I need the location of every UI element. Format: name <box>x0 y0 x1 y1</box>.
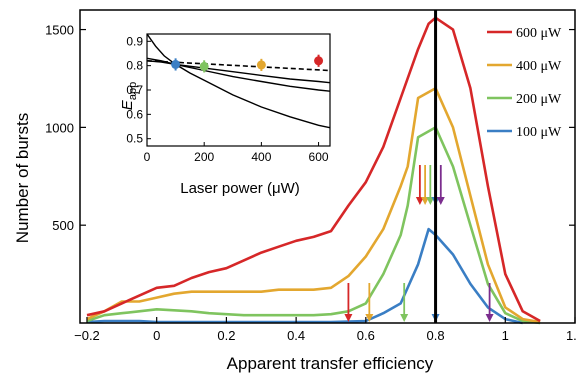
arrow-top-4-head <box>436 197 445 205</box>
arrow-bottom-0-head <box>344 314 353 322</box>
arrow-bottom-0 <box>344 283 353 322</box>
inset-chart: 0 200 400 600 0.5 0.6 0.7 0.8 0.9 Laser power (… <box>100 22 340 197</box>
arrow-bottom-1 <box>365 283 374 322</box>
inset-x-tick-label: 400 <box>251 150 271 164</box>
inset-y-ticks: 0.5 0.6 0.7 0.8 0.9 <box>126 34 151 146</box>
arrow-bottom-4-head <box>485 314 494 322</box>
inset-series-group <box>147 34 330 129</box>
arrow-markers-group <box>344 165 494 322</box>
series-line-200-uW <box>86 126 541 325</box>
main-x-ticks: −0.2 0 0.2 0.4 0.6 0.8 1 1.2 <box>74 317 577 343</box>
main-x-tick-label: 0.6 <box>357 328 375 343</box>
arrow-top-1-head <box>421 197 430 205</box>
arrow-bottom-4 <box>485 283 494 322</box>
legend: 600 μW 400 μW 200 μW 100 μW <box>487 26 562 140</box>
main-x-axis-label: Apparent transfer efficiency <box>227 354 434 373</box>
arrow-top-0 <box>415 165 424 205</box>
main-x-tick-label: 1.2 <box>566 328 577 343</box>
legend-label: 100 μW <box>516 125 562 140</box>
main-x-tick-label: 1 <box>502 328 509 343</box>
inset-y-tick-label: 0.7 <box>126 83 143 97</box>
legend-label: 600 μW <box>516 26 562 41</box>
inset-y-tick-label: 0.6 <box>126 107 143 121</box>
inset-x-tick-label: 200 <box>194 150 214 164</box>
series-line-600-uW <box>86 16 541 323</box>
inset-x-tick-label: 0 <box>144 150 151 164</box>
main-y-tick-label: 1500 <box>45 23 74 38</box>
main-chart: −0.2 0 0.2 0.4 0.6 0.8 1 1.2 500 1000 1500 Appare… <box>13 9 577 373</box>
inset-y-label-main: E <box>119 99 136 110</box>
main-x-tick-label: 0.8 <box>427 328 445 343</box>
arrow-bottom-1-head <box>365 314 374 322</box>
arrow-bottom-2-head <box>400 314 409 322</box>
arrow-top-1 <box>421 165 430 205</box>
main-x-tick-label: 0.2 <box>217 328 235 343</box>
legend-label: 200 μW <box>516 92 562 107</box>
inset-background <box>100 22 340 197</box>
inset-y-label-subscript: app <box>127 82 139 100</box>
main-y-tick-label: 500 <box>52 218 74 233</box>
main-x-tick-label: 0.4 <box>287 328 305 343</box>
arrow-bottom-2 <box>400 283 409 322</box>
inset-x-ticks: 0 200 400 600 <box>144 142 329 164</box>
series-line-100-uW <box>86 227 523 325</box>
inset-x-axis-label: Laser power (μW) <box>180 180 300 197</box>
inset-dashed-fit-line <box>147 59 330 72</box>
inset-data-point <box>171 59 181 69</box>
series-line-400-uW <box>86 87 541 324</box>
inset-x-tick-label: 600 <box>309 150 329 164</box>
main-y-axis-label: Number of bursts <box>13 113 32 243</box>
arrow-top-4 <box>436 165 445 205</box>
arrow-top-2-head <box>426 197 435 205</box>
inset-data-point <box>256 60 266 70</box>
main-y-tick-label: 1000 <box>45 120 74 135</box>
inset-y-tick-label: 0.5 <box>126 132 143 146</box>
inset-y-tick-label: 0.8 <box>126 59 143 73</box>
inset-data-point <box>199 61 209 71</box>
main-y-ticks: 500 1000 1500 <box>45 23 575 233</box>
main-x-tick-label: 0 <box>153 328 160 343</box>
main-series-group <box>86 16 541 325</box>
inset-y-tick-label: 0.9 <box>126 34 143 48</box>
legend-label: 400 μW <box>516 59 562 74</box>
inset-model-curve-0 <box>147 60 330 84</box>
inset-clipped-group <box>147 34 330 129</box>
inset-data-point <box>314 56 324 66</box>
inset-model-curve-2 <box>147 34 330 129</box>
arrow-top-0-head <box>415 197 424 205</box>
inset-y-axis-label: Eapp <box>119 82 139 110</box>
main-x-tick-label: −0.2 <box>74 328 100 343</box>
main-plot-frame <box>79 9 576 324</box>
arrow-top-2 <box>426 165 435 205</box>
